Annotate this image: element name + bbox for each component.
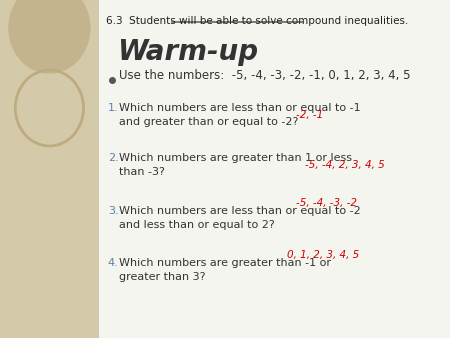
Text: 4.: 4. bbox=[108, 258, 118, 268]
Circle shape bbox=[9, 0, 90, 73]
Text: 1.: 1. bbox=[108, 103, 118, 113]
Text: 6.3  Students will be able to solve compound inequalities.: 6.3 Students will be able to solve compo… bbox=[106, 16, 408, 26]
Text: Use the numbers:  -5, -4, -3, -2, -1, 0, 1, 2, 3, 4, 5: Use the numbers: -5, -4, -3, -2, -1, 0, … bbox=[119, 70, 411, 82]
FancyBboxPatch shape bbox=[0, 0, 99, 338]
Text: -5, -4, 2, 3, 4, 5: -5, -4, 2, 3, 4, 5 bbox=[306, 160, 385, 170]
Text: Which numbers are less than or equal to -1
and greater than or equal to -2?: Which numbers are less than or equal to … bbox=[119, 103, 361, 127]
Text: 3.: 3. bbox=[108, 206, 118, 216]
Text: 2.: 2. bbox=[108, 153, 118, 163]
Text: Which numbers are less than or equal to -2
and less than or equal to 2?: Which numbers are less than or equal to … bbox=[119, 206, 361, 230]
Text: -5, -4, -3, -2: -5, -4, -3, -2 bbox=[297, 198, 357, 208]
Text: 0, 1, 2, 3, 4, 5: 0, 1, 2, 3, 4, 5 bbox=[288, 250, 360, 260]
Text: Which numbers are greater than 1 or less
than -3?: Which numbers are greater than 1 or less… bbox=[119, 153, 352, 177]
Text: Warm-up: Warm-up bbox=[117, 38, 258, 66]
Text: Which numbers are greater than -1 or
greater than 3?: Which numbers are greater than -1 or gre… bbox=[119, 258, 332, 282]
Text: -2, -1: -2, -1 bbox=[297, 110, 324, 120]
